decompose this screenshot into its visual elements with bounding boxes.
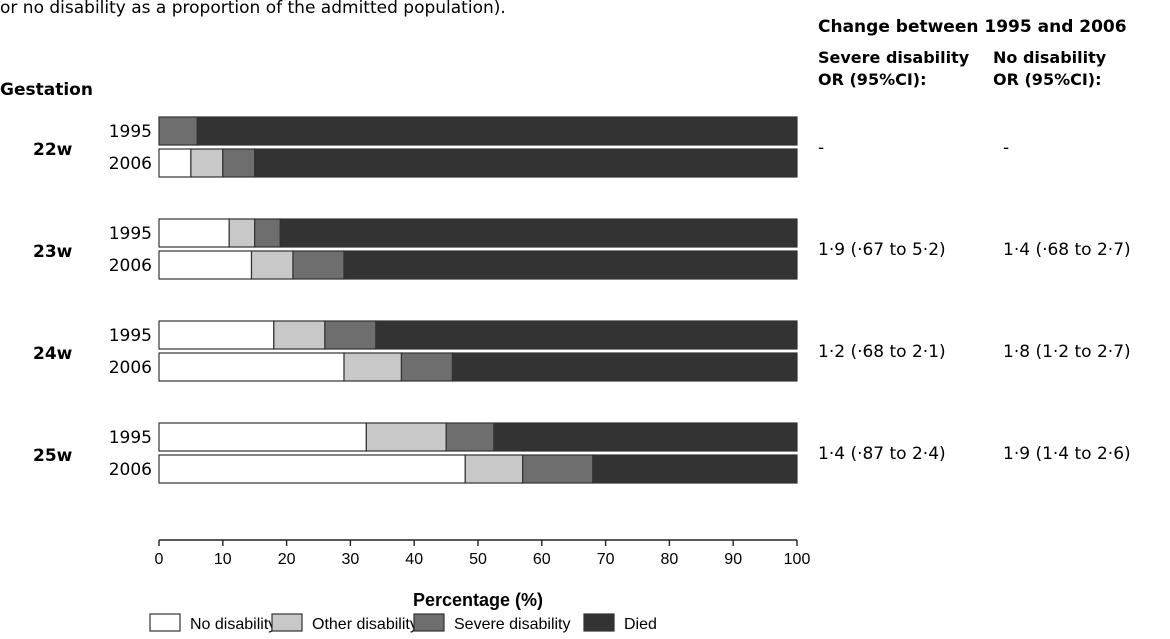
x-tick-label: 20 <box>278 551 296 568</box>
year-label: 2006 <box>109 256 152 276</box>
year-label: 1995 <box>109 326 152 346</box>
severe-header-line-2: OR (95%CI): <box>818 70 927 89</box>
or-severe-value: - <box>818 138 824 158</box>
legend-swatch <box>271 613 303 632</box>
gestation-group-label: 24w <box>33 344 73 364</box>
x-tick-label: 30 <box>342 551 360 568</box>
gestation-group-label: 22w <box>33 140 73 160</box>
legend-label: Severe disability <box>454 616 571 633</box>
x-axis: 0 10 20 30 40 50 60 70 80 90 100 <box>155 539 811 568</box>
bar-segment-23w-1995-severe-disability <box>254 218 281 248</box>
x-tick-label: 80 <box>661 551 679 568</box>
legend: No disability Other disability Severe disa… <box>149 613 657 633</box>
none-header-line-2: OR (95%CI): <box>993 70 1102 89</box>
bar-segment-24w-2006-severe-disability <box>400 352 454 382</box>
caption-line: or no disability as a proportion of the … <box>0 0 506 18</box>
x-tick-label: 70 <box>597 551 615 568</box>
change-header: Change between 1995 and 2006 <box>818 17 1127 37</box>
x-tick-label: 50 <box>469 551 487 568</box>
bar-segment-25w-1995-no-disability <box>158 422 367 452</box>
year-label: 1995 <box>109 122 152 142</box>
year-label: 2006 <box>109 154 152 174</box>
legend-label: Other disability <box>312 616 418 633</box>
year-label: 1995 <box>109 224 152 244</box>
odds-ratio-layer: - - 1·9 (·67 to 5·2) 1·4 (·68 to 2·7) 1·2 (·… <box>818 138 1131 464</box>
year-label: 2006 <box>109 358 152 378</box>
legend-swatch <box>149 613 181 632</box>
row-labels-layer: 1995 2006 22w 1995 2006 23w 1995 2006 24w 1995 200… <box>33 122 152 480</box>
bar-segment-25w-2006-other-disability <box>464 454 524 484</box>
bar-segment-23w-2006-no-disability <box>158 250 253 280</box>
bar-segment-23w-1995-died <box>279 218 798 248</box>
bar-segment-24w-1995-other-disability <box>273 320 326 350</box>
bar-segment-22w-2006-no-disability <box>158 148 192 178</box>
gestation-group-label: 23w <box>33 242 73 262</box>
bar-segment-24w-1995-severe-disability <box>324 320 377 350</box>
bar-segment-23w-1995-no-disability <box>158 218 230 248</box>
bars-layer <box>158 116 798 484</box>
or-severe-value: 1·2 (·68 to 2·1) <box>818 342 946 362</box>
x-tick-label: 60 <box>533 551 551 568</box>
x-tick-label: 90 <box>724 551 742 568</box>
legend-swatch <box>413 613 445 632</box>
bar-segment-23w-2006-other-disability <box>250 250 294 280</box>
bar-segment-23w-2006-died <box>343 250 798 280</box>
gestation-group-label: 25w <box>33 446 73 466</box>
or-severe-value: 1·9 (·67 to 5·2) <box>818 240 946 260</box>
bar-segment-25w-2006-died <box>592 454 798 484</box>
x-axis-label: Percentage (%) <box>413 590 543 610</box>
x-tick-label: 40 <box>405 551 423 568</box>
bar-segment-25w-1995-other-disability <box>365 422 447 452</box>
bar-segment-24w-1995-died <box>375 320 798 350</box>
bar-segment-23w-1995-other-disability <box>228 218 256 248</box>
bar-segment-25w-2006-severe-disability <box>522 454 594 484</box>
bar-segment-22w-2006-other-disability <box>190 148 224 178</box>
bar-segment-24w-1995-no-disability <box>158 320 275 350</box>
bar-segment-22w-2006-died <box>254 148 798 178</box>
legend-label: No disability <box>190 616 276 633</box>
legend-label: Died <box>624 616 657 633</box>
x-tick-label: 10 <box>214 551 232 568</box>
x-tick-label: 0 <box>155 551 164 568</box>
year-label: 2006 <box>109 460 152 480</box>
or-severe-value: 1·4 (·87 to 2·4) <box>818 444 946 464</box>
or-none-value: - <box>1003 138 1009 158</box>
bar-segment-23w-2006-severe-disability <box>292 250 345 280</box>
or-none-value: 1·9 (1·4 to 2·6) <box>1003 444 1131 464</box>
bar-segment-25w-1995-died <box>493 422 798 452</box>
or-none-value: 1·8 (1·2 to 2·7) <box>1003 342 1131 362</box>
bar-segment-22w-1995-severe-disability <box>158 116 198 146</box>
bar-segment-24w-2006-other-disability <box>343 352 403 382</box>
legend-swatch <box>583 613 615 632</box>
severe-header-line-1: Severe disability <box>818 48 970 67</box>
x-tick-label: 100 <box>784 551 811 568</box>
bar-segment-25w-2006-no-disability <box>158 454 466 484</box>
bar-segment-24w-2006-no-disability <box>158 352 345 382</box>
bar-segment-22w-1995-died <box>196 116 798 146</box>
none-header-line-1: No disability <box>993 48 1107 67</box>
year-label: 1995 <box>109 428 152 448</box>
bar-segment-25w-1995-severe-disability <box>445 422 495 452</box>
or-none-value: 1·4 (·68 to 2·7) <box>1003 240 1131 260</box>
bar-segment-24w-2006-died <box>451 352 798 382</box>
gestation-label: Gestation <box>0 80 93 100</box>
bar-segment-22w-2006-severe-disability <box>222 148 256 178</box>
